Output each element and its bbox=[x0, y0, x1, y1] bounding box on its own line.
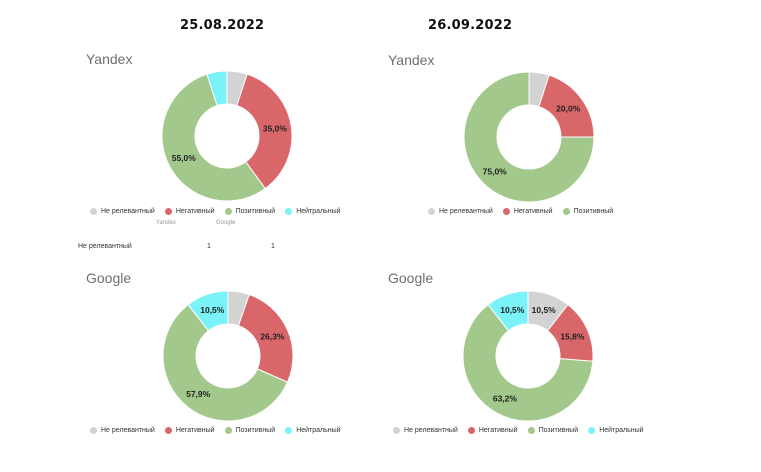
legend-swatch bbox=[224, 427, 232, 434]
legend-swatch bbox=[467, 427, 475, 434]
legend-label: Негативный bbox=[175, 427, 215, 434]
stray-row-label: Не релевантный bbox=[78, 243, 132, 250]
legend-item-негативный: Негативный bbox=[164, 208, 215, 215]
data-label-негативный: 15,8% bbox=[560, 331, 585, 341]
legend-item-негативный: Негативный bbox=[164, 427, 215, 434]
legend-item-нейтральный: Нейтральный bbox=[588, 427, 644, 434]
legend-swatch bbox=[588, 427, 596, 434]
legend-label: Не релевантный bbox=[404, 427, 458, 434]
date-header-left: 25.08.2022 bbox=[180, 18, 265, 33]
legend-label: Позитивный bbox=[538, 427, 579, 434]
legend-item-позитивный: Позитивный bbox=[527, 427, 579, 434]
slice-нейтральный bbox=[487, 290, 529, 332]
legend-label: Позитивный bbox=[235, 208, 276, 215]
legend-label: Позитивный bbox=[573, 208, 614, 215]
legend-item-не-релевантный: Не релевантный bbox=[428, 208, 493, 215]
slice-позитивный bbox=[462, 303, 594, 422]
legend-label: Нейтральный bbox=[599, 427, 644, 434]
legend-swatch bbox=[502, 208, 510, 215]
data-label-позитивный: 57,9% bbox=[186, 389, 211, 399]
donut-chart-google-2609: 10,5% 15,8% 63,2% 10,5% bbox=[462, 290, 594, 422]
donut-chart-yandex-2609: 20,0% 75,0% bbox=[463, 71, 595, 203]
data-label-негативный: 35,0% bbox=[263, 123, 288, 133]
legend-swatch bbox=[527, 427, 535, 434]
data-label-нейтральный: 10,5% bbox=[200, 305, 225, 315]
legend-label: Не релевантный bbox=[439, 208, 493, 215]
legend-label: Негативный bbox=[513, 208, 553, 215]
legend-item-нейтральный: Нейтральный bbox=[285, 208, 341, 215]
slice-позитивный bbox=[161, 73, 266, 202]
legend-item-позитивный: Позитивный bbox=[224, 427, 276, 434]
legend-label: Нейтральный bbox=[296, 427, 341, 434]
legend-yandex-2609: Не релевантный Негативный Позитивный bbox=[428, 208, 613, 215]
legend-label: Не релевантный bbox=[101, 208, 155, 215]
legend-yandex-2508: Не релевантный Негативный Позитивный Нейтра… bbox=[90, 208, 341, 215]
stray-value-1: 1 bbox=[207, 243, 211, 250]
legend-google-2508: Не релевантный Негативный Позитивный Нейтра… bbox=[90, 427, 341, 434]
legend-item-не-релевантный: Не релевантный bbox=[90, 427, 155, 434]
legend-swatch bbox=[90, 208, 97, 215]
slice-негативный bbox=[236, 73, 293, 190]
legend-label: Нейтральный bbox=[296, 208, 341, 215]
data-label-позитивный: 75,0% bbox=[483, 166, 508, 176]
legend-item-позитивный: Позитивный bbox=[224, 208, 276, 215]
legend-swatch bbox=[224, 208, 232, 215]
chart-title-google-left: Google bbox=[86, 270, 132, 286]
data-label-позитивный: 63,2% bbox=[493, 394, 518, 404]
data-label-негативный: 20,0% bbox=[556, 103, 581, 113]
chart-title-google-right: Google bbox=[388, 270, 434, 286]
legend-label: Позитивный bbox=[235, 427, 276, 434]
date-header-right: 26.09.2022 bbox=[428, 18, 513, 33]
legend-item-негативный: Негативный bbox=[502, 208, 553, 215]
legend-swatch bbox=[164, 427, 172, 434]
data-label-нейтральный: 10,5% bbox=[500, 305, 525, 315]
legend-item-позитивный: Позитивный bbox=[562, 208, 614, 215]
data-label-позитивный: 55,0% bbox=[172, 153, 197, 163]
slice-позитивный bbox=[463, 71, 595, 203]
legend-item-не-релевантный: Не релевантный bbox=[393, 427, 458, 434]
legend-swatch bbox=[285, 208, 293, 215]
legend-item-нейтральный: Нейтральный bbox=[285, 427, 341, 434]
stray-header-2: Google bbox=[216, 220, 236, 226]
legend-swatch bbox=[90, 427, 97, 434]
donut-chart-yandex-2508: 35,0% 55,0% bbox=[161, 70, 293, 202]
slice-нейтральный bbox=[187, 290, 229, 332]
legend-label: Не релевантный bbox=[101, 427, 155, 434]
legend-google-2609: Не релевантный Негативный Позитивный Нейтра… bbox=[393, 427, 644, 434]
legend-label: Негативный bbox=[175, 208, 215, 215]
legend-swatch bbox=[562, 208, 570, 215]
legend-swatch bbox=[428, 208, 435, 215]
chart-title-yandex-left: Yandex bbox=[86, 51, 133, 67]
chart-title-yandex-right: Yandex bbox=[388, 52, 435, 68]
legend-swatch bbox=[285, 427, 293, 434]
slice-позитивный bbox=[162, 303, 289, 422]
legend-item-не-релевантный: Не релевантный bbox=[90, 208, 155, 215]
data-label-негативный: 26,3% bbox=[260, 332, 285, 342]
stray-header-1: Yandex bbox=[156, 220, 176, 226]
stray-value-2: 1 bbox=[271, 243, 275, 250]
data-label-не-релевантный: 10,5% bbox=[532, 305, 557, 315]
legend-swatch bbox=[164, 208, 172, 215]
legend-item-негативный: Негативный bbox=[467, 427, 518, 434]
legend-swatch bbox=[393, 427, 400, 434]
legend-label: Негативный bbox=[478, 427, 518, 434]
slice-нейтральный bbox=[206, 70, 228, 107]
donut-chart-google-2508: 26,3% 57,9% 10,5% bbox=[162, 290, 294, 422]
